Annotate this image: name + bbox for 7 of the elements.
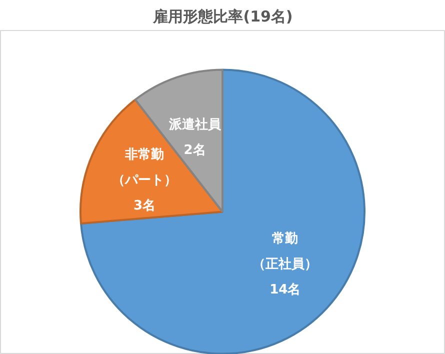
slice-label: 派遣社員	[168, 116, 222, 133]
data-label: 3名	[133, 198, 156, 214]
data-label: 14名	[270, 282, 301, 298]
data-label: 2名	[184, 143, 206, 158]
slice-label: 常勤（正社員）	[252, 232, 318, 272]
slice-label: 非常勤（パート）	[112, 147, 177, 188]
chart-title: 雇用形態比率(19名)	[152, 8, 293, 26]
